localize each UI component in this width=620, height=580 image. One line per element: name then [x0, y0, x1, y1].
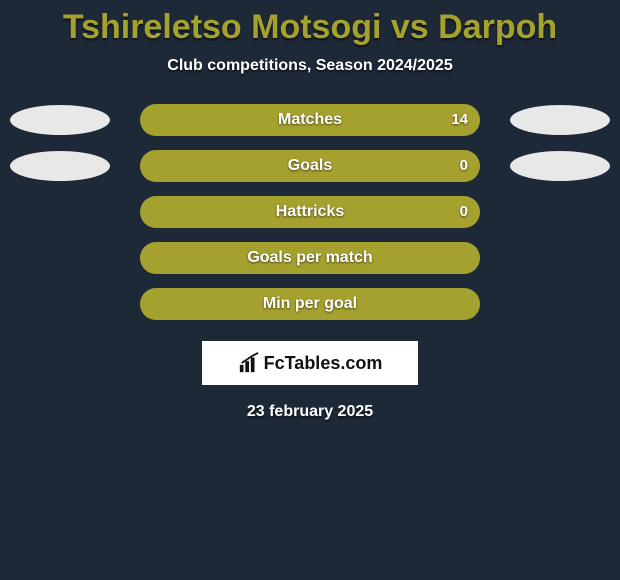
stat-label: Goals — [140, 157, 480, 175]
stats-rows: Matches 14 Goals 0 Hattricks 0 Goals per… — [0, 103, 620, 333]
stat-row-goals-per-match: Goals per match — [0, 241, 620, 287]
left-ellipse — [10, 151, 110, 181]
logo-text: FcTables.com — [264, 353, 383, 374]
stat-label: Min per goal — [140, 295, 480, 313]
bar-chart-icon — [238, 352, 260, 374]
stat-value: 14 — [451, 111, 468, 128]
stat-row-matches: Matches 14 — [0, 103, 620, 149]
stat-row-hattricks: Hattricks 0 — [0, 195, 620, 241]
stat-row-min-per-goal: Min per goal — [0, 287, 620, 333]
stat-value: 0 — [460, 157, 468, 174]
logo-box: FcTables.com — [202, 341, 418, 385]
page-title: Tshireletso Motsogi vs Darpoh — [0, 0, 620, 47]
left-ellipse — [10, 105, 110, 135]
date-text: 23 february 2025 — [0, 403, 620, 421]
subtitle: Club competitions, Season 2024/2025 — [0, 57, 620, 75]
stat-value: 0 — [460, 203, 468, 220]
stat-row-goals: Goals 0 — [0, 149, 620, 195]
stat-label: Hattricks — [140, 203, 480, 221]
right-ellipse — [510, 105, 610, 135]
stat-label: Matches — [140, 111, 480, 129]
right-ellipse — [510, 151, 610, 181]
stat-label: Goals per match — [140, 249, 480, 267]
